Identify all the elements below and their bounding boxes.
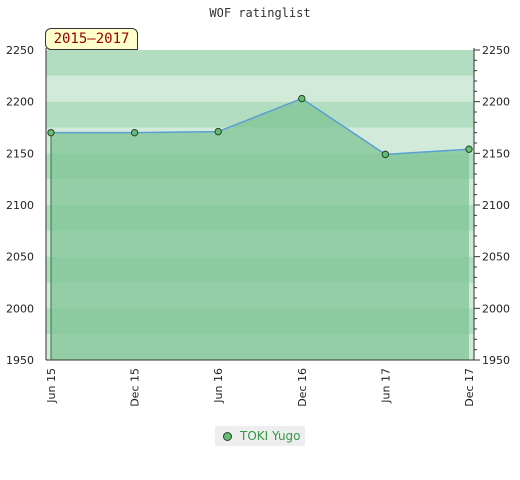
background-band bbox=[46, 75, 474, 102]
x-tick-label: Jun 16 bbox=[212, 368, 225, 404]
data-point bbox=[47, 128, 55, 137]
y-tick-label-left: 2000 bbox=[6, 302, 34, 315]
data-point bbox=[214, 127, 222, 136]
data-point bbox=[298, 94, 306, 103]
y-tick-label-right: 2100 bbox=[482, 199, 510, 212]
data-point bbox=[130, 128, 139, 137]
tick-labels: 1950 1950 2000 2000 2050 2050 2100 2100 2150 2150… bbox=[6, 44, 510, 407]
rating-line-path bbox=[51, 97, 470, 156]
data-point bbox=[381, 150, 390, 159]
y-tick-label-right: 2200 bbox=[482, 96, 510, 109]
rating-line bbox=[51, 97, 470, 156]
y-tick-label-left: 2100 bbox=[6, 199, 34, 212]
data-points bbox=[47, 94, 473, 159]
x-tick-label: Jun 17 bbox=[379, 368, 392, 404]
chart-axes bbox=[45, 48, 480, 361]
y-tick-label-left: 2250 bbox=[6, 44, 34, 57]
rating-area bbox=[51, 98, 469, 361]
y-tick-label-right: 2150 bbox=[482, 147, 510, 160]
chart-title: WOF ratinglist bbox=[209, 6, 311, 20]
background-band bbox=[46, 50, 474, 76]
x-tick-label: Jun 15 bbox=[45, 368, 58, 404]
y-tick-label-right: 2050 bbox=[482, 251, 510, 264]
legend-label: TOKI Yugo bbox=[240, 429, 301, 443]
y-tick-label-left: 2200 bbox=[6, 96, 34, 109]
y-tick-label-right: 2250 bbox=[482, 44, 510, 57]
x-tick-label: Dec 16 bbox=[296, 368, 309, 407]
y-tick-label-right: 2000 bbox=[482, 302, 510, 315]
data-point bbox=[465, 145, 473, 153]
legend[interactable]: TOKI Yugo bbox=[215, 426, 305, 446]
y-tick-label-left: 2050 bbox=[6, 251, 34, 264]
period-badge: 2015–2017 bbox=[45, 28, 138, 50]
legend-marker-icon bbox=[223, 432, 232, 441]
x-tick-label: Dec 15 bbox=[129, 368, 142, 407]
x-tick-label: Dec 17 bbox=[463, 368, 476, 407]
y-tick-label-left: 1950 bbox=[6, 354, 34, 367]
y-tick-label-right: 1950 bbox=[482, 354, 510, 367]
rating-area-fill bbox=[51, 98, 469, 361]
y-tick-label-left: 2150 bbox=[6, 147, 34, 160]
